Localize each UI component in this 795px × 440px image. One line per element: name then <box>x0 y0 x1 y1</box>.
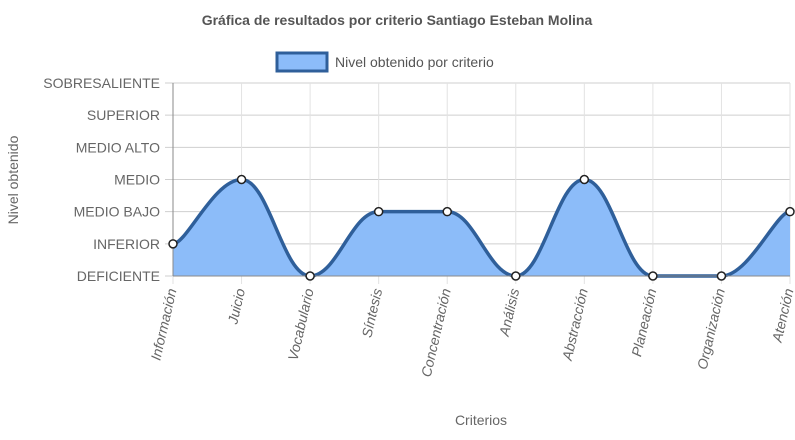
x-axis-label: Criterios <box>455 412 507 428</box>
data-points <box>168 174 795 281</box>
x-tick-label: Atención <box>768 287 795 345</box>
x-tick-label: Análisis <box>496 287 523 339</box>
x-tick-label: Síntesis <box>358 287 385 339</box>
chart-title: Gráfica de resultados por criterio Santi… <box>202 12 593 28</box>
data-point[interactable] <box>579 174 590 185</box>
y-tick-label: SOBRESALIENTE <box>43 75 160 91</box>
legend-swatch[interactable] <box>275 51 329 73</box>
x-tick-label: Concentración <box>418 287 454 379</box>
x-tick-label: Planeación <box>628 287 659 358</box>
data-point[interactable] <box>648 271 658 281</box>
x-tick-label: Información <box>147 287 179 362</box>
x-tick-label: Organización <box>694 287 728 371</box>
series-fill <box>173 179 790 276</box>
y-tick-label: MEDIO <box>114 172 160 188</box>
y-axis-label: Nivel obtenido <box>5 135 21 224</box>
y-tick-label: DEFICIENTE <box>77 268 160 284</box>
legend-label[interactable]: Nivel obtenido por criterio <box>335 54 494 70</box>
data-point[interactable] <box>785 206 795 217</box>
y-tick-label: INFERIOR <box>93 236 160 252</box>
y-tick-label: MEDIO BAJO <box>74 204 160 220</box>
x-tick-label: Juicio <box>224 287 248 327</box>
x-tick-labels: Información Juicio Vocabulario Síntesis Conc… <box>147 287 795 379</box>
data-point[interactable] <box>511 271 521 281</box>
x-tick-label: Abstracción <box>559 287 591 363</box>
y-tick-label: SUPERIOR <box>87 107 160 123</box>
data-point[interactable] <box>236 174 247 185</box>
x-tick-label: Vocabulario <box>285 287 317 362</box>
data-point[interactable] <box>305 271 315 281</box>
data-point[interactable] <box>168 239 178 249</box>
data-point[interactable] <box>373 206 384 217</box>
legend[interactable]: Nivel obtenido por criterio <box>275 51 494 73</box>
data-point[interactable] <box>716 271 727 281</box>
y-tick-label: MEDIO ALTO <box>76 139 160 155</box>
data-point[interactable] <box>442 206 452 217</box>
series-area <box>171 177 792 278</box>
y-tick-labels: DEFICIENTE INFERIOR MEDIO BAJO MEDIO MEDIO A… <box>43 75 160 284</box>
